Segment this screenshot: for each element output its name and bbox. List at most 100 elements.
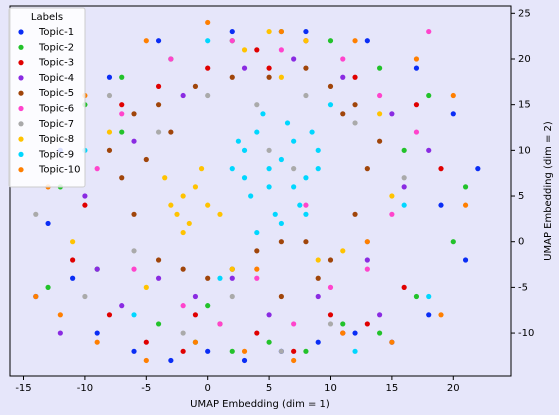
point [401,184,407,190]
point [82,202,88,208]
legend-title: Labels [31,12,63,23]
point [352,211,358,217]
point [340,74,346,80]
point [192,83,199,89]
point [33,293,39,300]
point [303,202,309,208]
point [180,330,186,336]
point [377,330,383,336]
point [192,339,199,345]
point [278,293,284,300]
point [291,56,297,62]
point [297,202,303,208]
point [180,92,186,99]
point [241,47,248,53]
x-tick-label: 5 [266,383,272,394]
point [106,74,113,80]
x-tick-label: -5 [141,383,151,394]
point [205,303,211,309]
point [205,65,211,71]
x-tick-label: -10 [77,383,93,394]
point [168,357,174,364]
point [241,147,248,153]
point [168,56,174,62]
point [438,166,444,172]
point [217,275,223,281]
legend-marker [18,121,24,127]
point [174,211,180,217]
point [450,111,456,117]
point [254,129,260,135]
point [278,156,284,163]
point [450,239,456,245]
point [131,111,137,117]
point [57,312,63,318]
point [315,275,321,281]
point [389,193,395,199]
point [229,74,235,80]
point [119,303,125,309]
legend-marker [18,136,24,142]
point [303,348,309,354]
point [303,175,309,181]
point [352,330,358,336]
point [426,28,432,35]
point [119,129,125,135]
point [241,65,248,71]
point [450,92,456,99]
point [205,275,211,281]
point [340,321,346,327]
point [205,38,211,44]
point [377,138,383,144]
legend-label: Topic-3 [38,58,74,69]
point [155,129,162,135]
y-tick-label: 20 [518,54,531,65]
point [315,166,321,172]
point [229,275,235,281]
point [327,257,334,263]
point [413,102,420,108]
point [266,147,272,153]
point [340,111,346,117]
point [327,284,334,290]
point [192,184,199,190]
point [475,166,481,172]
point [162,175,168,181]
legend-label: Topic-1 [38,27,74,38]
y-tick-label: 15 [518,100,531,111]
x-tick-label: -15 [15,383,31,394]
point [278,348,284,354]
point [278,239,284,245]
point [229,348,235,354]
point [229,293,235,300]
point [45,220,51,227]
point [377,65,383,71]
point [315,293,321,300]
point [180,193,186,199]
legend-label: Topic-6 [38,104,74,115]
point [364,38,370,44]
legend-marker [18,60,24,66]
point [241,357,248,364]
point [82,293,88,300]
y-tick-label: 10 [518,145,531,156]
y-tick-label: 5 [518,191,524,202]
legend-box [8,7,86,188]
point [143,339,149,345]
point [352,102,358,108]
point [462,202,469,208]
point [266,65,272,71]
plot-frame [9,5,512,377]
x-axis-label: UMAP Embedding (dim = 1) [190,399,330,410]
point [119,74,125,80]
point [94,166,100,172]
point [266,339,272,345]
point [401,284,407,290]
point [254,330,260,336]
legend-label: Topic-8 [38,134,74,145]
point [426,312,432,318]
point [248,193,254,199]
point [291,321,297,327]
point [131,138,137,144]
point [364,257,370,263]
